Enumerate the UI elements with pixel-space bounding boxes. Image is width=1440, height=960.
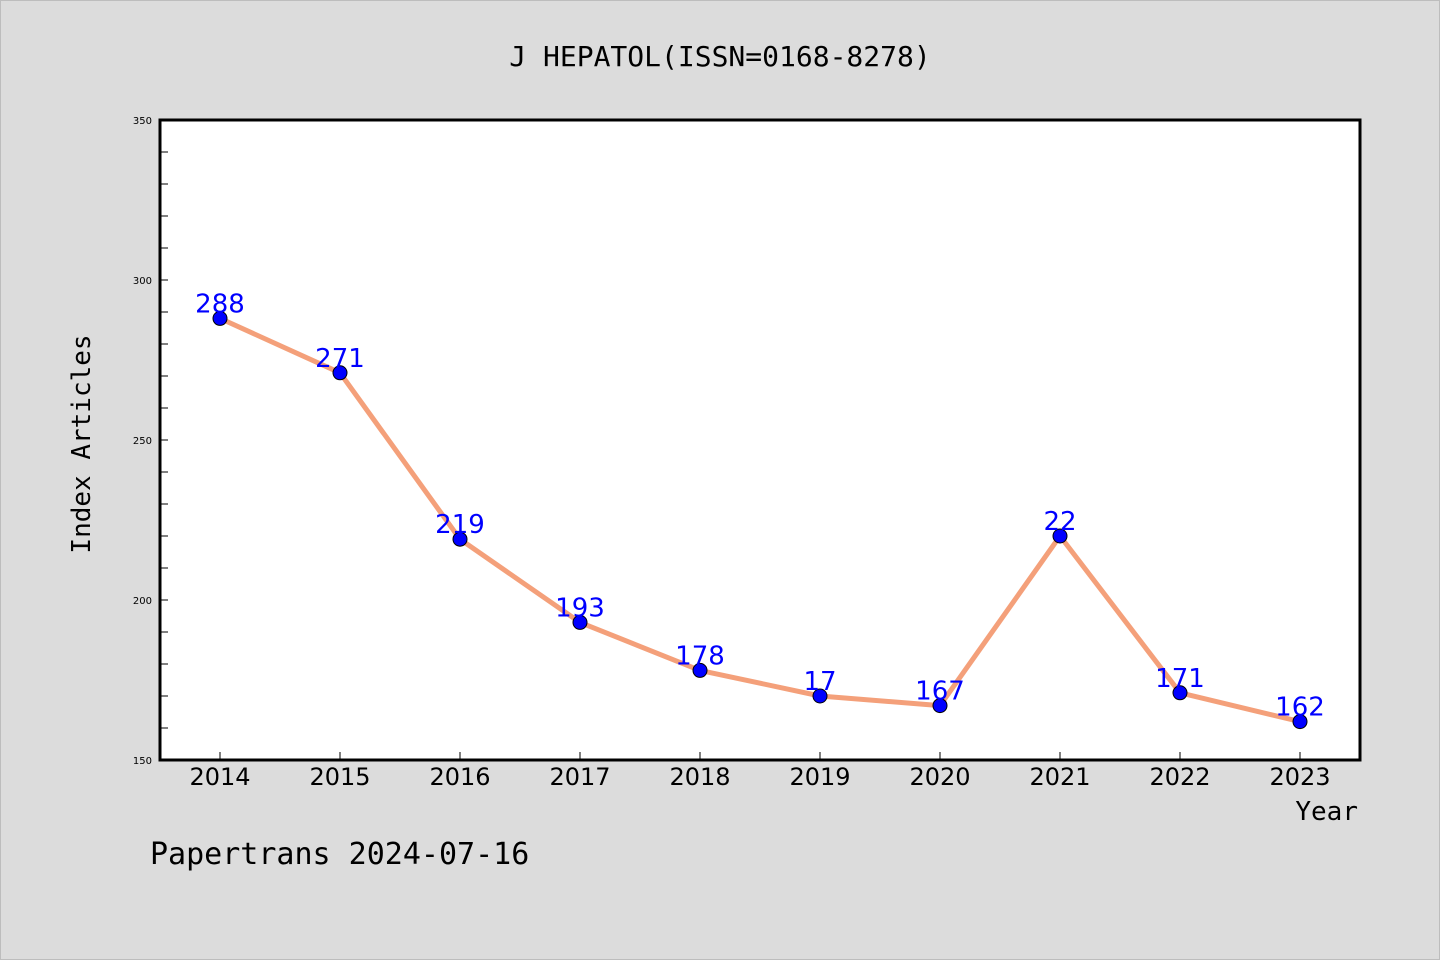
x-axis-label: Year (1295, 797, 1358, 827)
data-point (1292, 714, 1308, 730)
x-tick-label: 2023 (1269, 763, 1330, 791)
y-tick-label: 200 (133, 596, 152, 607)
x-tick-label: 2016 (429, 763, 490, 791)
x-tick-label: 2020 (909, 763, 970, 791)
data-point (1052, 528, 1068, 544)
x-tick-label: 2014 (189, 763, 250, 791)
data-label: 178 (675, 641, 725, 671)
data-label: 22 (1043, 507, 1076, 537)
data-markers (212, 310, 1308, 730)
data-point (572, 614, 588, 630)
data-label: 167 (915, 677, 965, 707)
data-point (1172, 685, 1188, 701)
x-tick-label: 2018 (669, 763, 730, 791)
y-tick-label: 150 (133, 756, 152, 767)
plot-area (158, 118, 1362, 762)
data-label: 219 (435, 510, 485, 540)
data-point (692, 662, 708, 678)
x-axis-ticks: 2014 2015 2016 2017 2018 2019 2020 2021 2022 2023 (189, 752, 1331, 791)
chart-title: J HEPATOL(ISSN=0168-8278) (509, 40, 930, 73)
y-axis-ticks: 150 200 250 300 350 (133, 116, 152, 767)
x-tick-label: 2019 (789, 763, 850, 791)
data-label: 162 (1275, 693, 1325, 723)
y-axis-label: Index Articles (67, 334, 97, 553)
data-point (452, 531, 468, 547)
data-label: 288 (195, 289, 245, 319)
data-label: 271 (315, 344, 365, 374)
y-tick-label: 250 (133, 436, 152, 447)
data-point (332, 365, 348, 381)
data-point (932, 698, 948, 714)
y-tick-label: 350 (133, 116, 152, 127)
data-point (212, 310, 228, 326)
series-line (218, 316, 1301, 725)
x-tick-label: 2022 (1149, 763, 1210, 791)
footer-text: Papertrans 2024-07-16 (150, 837, 529, 872)
x-tick-label: 2021 (1029, 763, 1090, 791)
y-minor-ticks (160, 119, 168, 761)
data-label: 193 (555, 593, 605, 623)
x-tick-label: 2015 (309, 763, 370, 791)
data-label: 171 (1155, 664, 1205, 694)
data-label: 17 (803, 667, 836, 697)
data-point (812, 688, 828, 704)
x-tick-label: 2017 (549, 763, 610, 791)
data-labels: 288 271 219 193 178 17 167 22 171 162 (195, 289, 1325, 722)
y-tick-label: 300 (133, 276, 152, 287)
